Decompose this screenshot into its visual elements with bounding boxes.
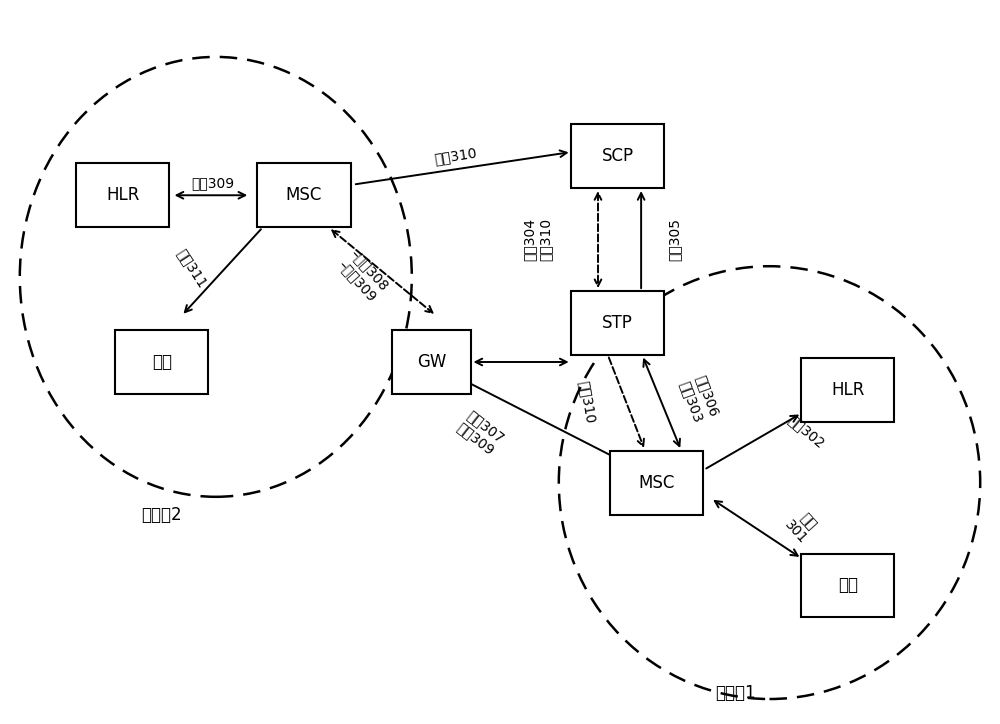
FancyBboxPatch shape [76, 164, 169, 227]
Text: 步骤305: 步骤305 [667, 218, 681, 261]
Text: 用户: 用户 [838, 576, 858, 594]
Text: 步骤
301: 步骤 301 [782, 507, 822, 547]
Text: 步骤309: 步骤309 [191, 176, 234, 190]
FancyBboxPatch shape [801, 358, 894, 422]
FancyBboxPatch shape [571, 125, 664, 188]
FancyBboxPatch shape [610, 450, 703, 515]
Text: MSC: MSC [286, 186, 322, 204]
Text: 步骤307
步骤309: 步骤307 步骤309 [454, 408, 507, 458]
Text: 步骤304
步骤310: 步骤304 步骤310 [522, 218, 552, 261]
Text: HLR: HLR [106, 186, 139, 204]
Text: SCP: SCP [602, 147, 634, 165]
Text: 用户: 用户 [152, 353, 172, 371]
Text: 步骤311: 步骤311 [174, 246, 209, 290]
Text: STP: STP [602, 314, 633, 332]
Text: –步骤308
–步骤309: –步骤308 –步骤309 [335, 247, 391, 304]
FancyBboxPatch shape [392, 330, 471, 394]
Text: 核心关2: 核心关2 [142, 505, 182, 523]
Text: 步骤310: 步骤310 [576, 379, 597, 424]
Text: 步骤302: 步骤302 [785, 413, 827, 451]
FancyBboxPatch shape [257, 164, 351, 227]
FancyBboxPatch shape [571, 291, 664, 355]
Text: 步骤310: 步骤310 [434, 146, 478, 167]
Text: MSC: MSC [639, 473, 675, 492]
Text: GW: GW [417, 353, 446, 371]
FancyBboxPatch shape [115, 330, 208, 394]
Text: 核心关1: 核心关1 [715, 684, 756, 702]
Text: HLR: HLR [831, 382, 865, 400]
FancyBboxPatch shape [801, 554, 894, 618]
Text: 步骤306
步骤303: 步骤306 步骤303 [677, 374, 721, 424]
